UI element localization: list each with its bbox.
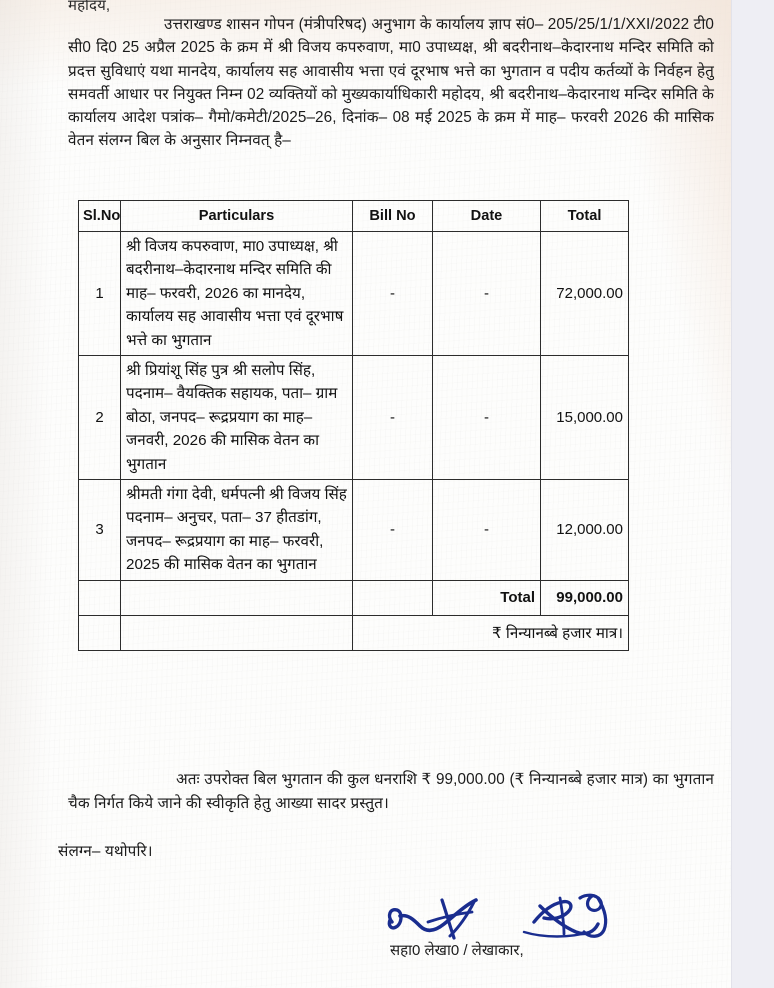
scanned-document-sheet: महोदय, उत्तराखण्ड शासन गोपन (मंत्रीपरिषद… [0,0,731,988]
grand-total-label: Total [432,579,541,616]
table-row: 2 श्री प्रियांशू सिंह पुत्र श्री सलोप सि… [78,355,629,481]
salutation-text: महोदय, [68,0,111,14]
handwritten-signature-icon [387,893,608,940]
cell-sl-no: 1 [78,230,121,357]
closing-paragraph-text: अतः उपरोक्त बिल भुगतान की कुल धनराशि ₹ 9… [68,771,719,812]
cell-particulars: श्री प्रियांशू सिंह पुत्र श्री सलोप सिंह… [120,355,353,481]
column-header-particulars: Particulars [120,200,353,232]
cell-total: 15,000.00 [540,355,629,481]
body-paragraph-text: उत्तराखण्ड शासन गोपन (मंत्रीपरिषद) अनुभा… [68,16,719,150]
enclosure-note: संलग्न– यथोपरि। [58,843,153,860]
column-header-total: Total [540,200,629,232]
column-header-sl-no: Sl.No [78,200,121,232]
table-total-row: Total 99,000.00 [78,579,629,616]
total-row-filler-bill-no [352,579,433,616]
cell-total: 12,000.00 [540,479,629,581]
cell-bill-no: - [352,479,433,581]
amount-in-words: ₹ निन्यानब्बे हजार मात्र। [352,614,629,651]
total-row-filler-sl-no [78,579,121,616]
signature-block: सहा0 लेखा0 / लेखाकार, [384,892,684,972]
cell-bill-no: - [352,355,433,481]
cell-sl-no: 2 [78,355,121,481]
bill-details-table: Sl.No Particulars Bill No Date Total 1 श… [78,200,629,651]
cell-date: - [432,230,541,357]
cell-sl-no: 3 [78,479,121,581]
cell-total: 72,000.00 [540,230,629,357]
body-paragraph: उत्तराखण्ड शासन गोपन (मंत्रीपरिषद) अनुभा… [68,13,714,153]
column-header-bill-no: Bill No [352,200,433,232]
table-row: 1 श्री विजय कपरुवाण, मा0 उपाध्यक्ष, श्री… [78,230,629,357]
column-header-date: Date [432,200,541,232]
table-header: Sl.No Particulars Bill No Date Total [78,200,629,232]
total-row-filler-particulars [120,579,353,616]
cell-date: - [432,355,541,481]
words-row-filler-particulars [120,614,353,651]
cell-date: - [432,479,541,581]
cell-particulars: श्रीमती गंगा देवी, धर्मपत्नी श्री विजय स… [120,479,353,581]
table-row: 3 श्रीमती गंगा देवी, धर्मपत्नी श्री विजय… [78,479,629,581]
cell-particulars: श्री विजय कपरुवाण, मा0 उपाध्यक्ष, श्री ब… [120,230,353,357]
closing-paragraph: अतः उपरोक्त बिल भुगतान की कुल धनराशि ₹ 9… [68,768,714,816]
table-amount-in-words-row: ₹ निन्यानब्बे हजार मात्र। [78,614,629,651]
signature-caption: सहा0 लेखा0 / लेखाकार, [390,942,524,959]
table-body: 1 श्री विजय कपरुवाण, मा0 उपाध्यक्ष, श्री… [78,230,629,651]
table-header-row: Sl.No Particulars Bill No Date Total [78,200,629,232]
grand-total-amount: 99,000.00 [540,579,629,616]
cell-bill-no: - [352,230,433,357]
words-row-filler-sl-no [78,614,121,651]
viewer-right-gutter [731,0,774,988]
